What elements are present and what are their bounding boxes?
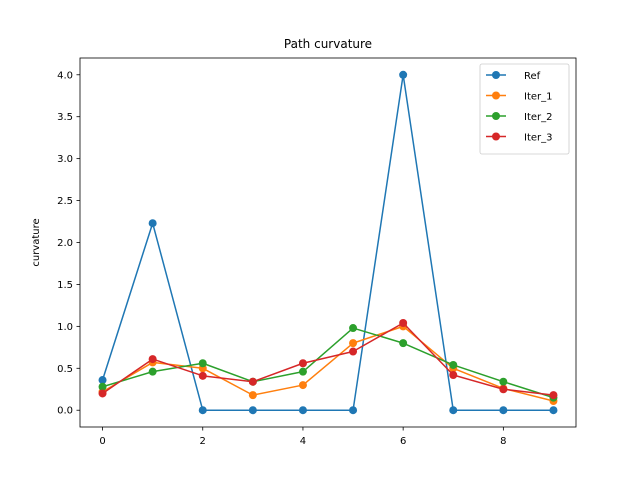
legend-label-iter-3: Iter_3 [524,133,553,144]
data-point-ref [148,219,157,228]
x-tick-label: 4 [300,436,306,447]
legend-label-iter-1: Iter_1 [524,92,553,103]
y-tick-label: 4.0 [57,70,73,81]
series-line-ref [101,74,554,411]
data-point-ref [449,406,458,415]
data-point-iter-1 [349,339,358,348]
data-point-iter-2 [399,339,408,348]
data-point-iter-3 [499,385,508,394]
series-line-iter-3 [102,322,554,396]
data-point-iter-3 [549,391,558,400]
legend-box [479,63,570,155]
data-point-iter-2 [98,382,107,391]
y-tick-label: 3.0 [57,154,73,165]
series-ref [98,70,558,415]
legend: Ref Iter_1 Iter_2 Iter_3 [479,63,570,155]
data-point-iter-3 [198,371,207,380]
y-tick-label: 0.5 [57,364,73,375]
series-iter-3 [98,319,558,400]
legend-marker-iter-2 [492,112,500,120]
data-point-iter-1 [248,391,257,400]
y-tick-label: 3.5 [57,112,73,123]
x-tick-label: 6 [400,436,406,447]
plot-series [98,70,558,415]
y-tick-label: 1.5 [57,280,73,291]
y-tick-label: 1.0 [57,322,73,333]
data-point-ref [549,406,558,415]
legend-marker-iter-1 [492,91,500,100]
data-point-iter-3 [98,389,107,398]
data-point-iter-3 [248,377,257,386]
series-line-iter-1 [102,325,554,402]
data-point-iter-3 [349,347,358,356]
data-point-ref [399,70,408,79]
legend-marker-ref [492,71,500,79]
data-point-ref [248,406,257,415]
data-point-iter-2 [198,359,207,368]
data-point-iter-2 [148,367,157,376]
x-tick-label: 2 [200,436,206,447]
legend-label-iter-2: Iter_2 [524,112,553,123]
data-point-iter-2 [298,367,307,376]
data-point-iter-3 [148,355,157,364]
y-tick-label: 2.0 [57,238,73,249]
data-point-ref [98,376,107,385]
legend-item-iter-3: Iter_3 [486,132,553,144]
plot-frame [79,57,577,428]
x-tick-label: 8 [500,436,506,447]
data-point-ref [198,406,207,415]
data-point-ref [298,406,307,415]
legend-item-iter-1: Iter_1 [486,91,553,103]
data-point-ref [499,406,508,415]
y-tick-label: 0.0 [57,406,73,417]
legend-label-ref: Ref [524,71,541,82]
data-point-iter-3 [449,371,458,380]
legend-marker-iter-3 [492,132,500,141]
legend-item-ref: Ref [486,71,541,82]
chart-title: Path curvature [284,37,372,51]
data-point-iter-3 [298,359,307,368]
data-point-ref [349,406,358,415]
y-axis-label: curvature [31,218,42,266]
y-tick-label: 2.5 [57,196,73,207]
axes: 0 2 4 6 8 0.0 0.5 1.0 1.5 2.0 2.5 3.0 3.5 4.0 [57,70,506,447]
data-point-iter-3 [399,319,408,328]
data-point-iter-2 [449,360,458,369]
legend-item-iter-2: Iter_2 [486,112,553,123]
data-point-iter-2 [499,377,508,386]
data-point-iter-2 [349,324,358,333]
x-tick-label: 0 [99,436,105,447]
data-point-iter-1 [298,381,307,390]
